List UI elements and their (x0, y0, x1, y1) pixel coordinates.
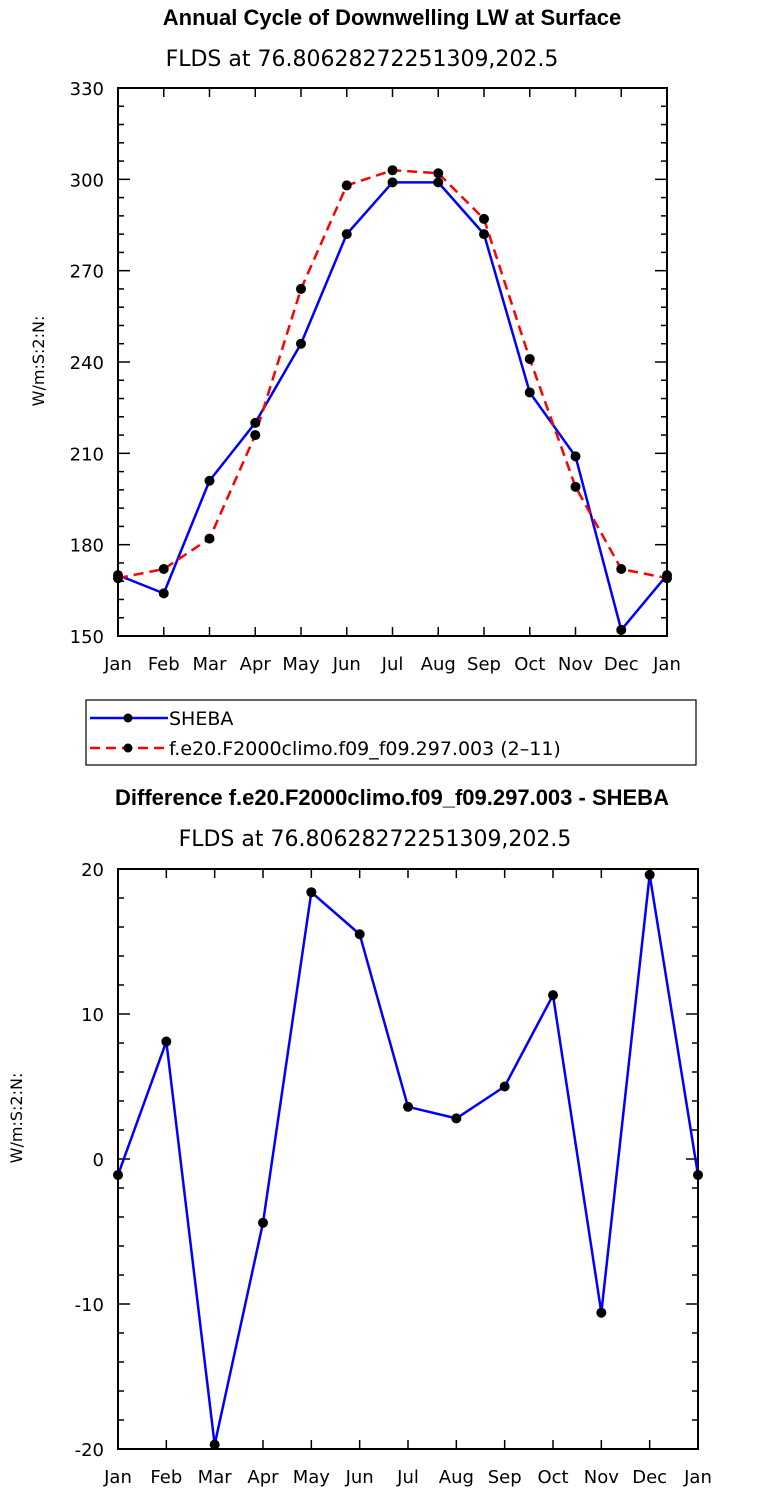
legend-marker-sheba (123, 713, 133, 723)
y-tick-label: 0 (93, 1150, 104, 1171)
y-tick-label: 210 (70, 444, 104, 465)
series-0-point (693, 1169, 703, 1180)
series-1-point (341, 180, 352, 191)
panel-annual-cycle: Annual Cycle of Downwelling LW at Surfac… (29, 5, 697, 766)
x-tick-label: Jun (332, 654, 361, 675)
series-0-point (403, 1101, 413, 1112)
series-0-point (258, 1217, 268, 1228)
x-tick-label: Jan (103, 1467, 132, 1488)
series-1-point (570, 481, 581, 492)
x-tick-label: Jul (381, 654, 404, 675)
series-0-point (644, 869, 655, 880)
series-0-point (354, 929, 365, 940)
x-tick-label: Jan (683, 1467, 712, 1488)
x-tick-label: Nov (558, 654, 593, 675)
series-1-point (113, 573, 123, 584)
legend-box (85, 699, 697, 766)
x-tick-label: Nov (584, 1467, 619, 1488)
chart1-series (113, 165, 672, 635)
chart1-axes: Jan Feb Mar Apr May Jun Jul Aug Sep Oct Nov Dec Jan 1… (70, 79, 681, 675)
series-1-point (662, 573, 672, 584)
series-1-point (616, 564, 627, 575)
series-0-point (113, 1169, 123, 1180)
series-0-point (341, 229, 352, 240)
x-tick-label: Dec (632, 1467, 667, 1488)
series-1-point (158, 564, 169, 575)
series-0-point (209, 1439, 220, 1450)
y-tick-label: -10 (75, 1295, 104, 1316)
chart2-axes: Jan Feb Mar Apr May Jun Jul Aug Sep Oct Nov Dec Jan -… (75, 860, 712, 1488)
x-tick-label: Jan (103, 654, 132, 675)
series-0-point (433, 177, 444, 188)
y-tick-label: 150 (70, 627, 104, 648)
chart2-title: Difference f.e20.F2000climo.f09_f09.297.… (115, 785, 669, 810)
y-tick-label: 180 (70, 536, 104, 557)
legend-label-sheba: SHEBA (169, 708, 233, 730)
series-1-point (433, 168, 444, 179)
legend-marker-model (123, 743, 133, 753)
series-0-point (570, 451, 581, 462)
x-tick-label: Aug (421, 654, 456, 675)
series-1-point (204, 533, 215, 544)
y-tick-label: 240 (70, 353, 104, 374)
y-tick-label: 20 (81, 860, 104, 881)
series-0-point (250, 417, 261, 428)
series-line-0 (117, 181, 668, 632)
series-0-point (158, 588, 169, 599)
series-0-point (296, 338, 306, 349)
series-0-point (204, 475, 215, 486)
x-tick-label: Jul (396, 1467, 419, 1488)
legend-item-model: f.e20.F2000climo.f09_f09.297.003 (2–11) (90, 738, 561, 760)
series-0-point (499, 1081, 510, 1092)
y-tick-label: 300 (70, 170, 104, 191)
x-tick-label: Oct (514, 654, 545, 675)
series-1-point (387, 165, 398, 176)
chart2-subtitle: FLDS at 76.80628272251309,202.5 (179, 827, 572, 852)
x-tick-label: Oct (537, 1467, 568, 1488)
y-tick-label: -20 (75, 1440, 104, 1461)
x-tick-label: Mar (198, 1467, 233, 1488)
series-line-0 (116, 873, 700, 1446)
x-tick-label: Sep (467, 654, 501, 675)
panel-difference: Difference f.e20.F2000climo.f09_f09.297.… (7, 785, 712, 1488)
series-0-point (548, 990, 558, 1001)
x-tick-label: Jun (345, 1467, 374, 1488)
chart1-ylabel: W/m:S:2:N: (29, 316, 48, 407)
y-tick-label: 330 (70, 79, 104, 100)
chart1-legend: SHEBA f.e20.F2000climo.f09_f09.297.003 (… (85, 699, 697, 766)
chart2-ylabel: W/m:S:2:N: (7, 1073, 26, 1164)
series-0-point (479, 229, 489, 240)
x-tick-label: Mar (193, 654, 228, 675)
legend-label-model: f.e20.F2000climo.f09_f09.297.003 (2–11) (169, 738, 561, 760)
series-1-point (250, 430, 261, 441)
x-tick-label: Apr (247, 1467, 279, 1488)
x-tick-label: Apr (240, 654, 272, 675)
x-tick-label: Feb (148, 654, 180, 675)
series-1-point (524, 353, 535, 364)
series-0-point (596, 1307, 607, 1318)
x-tick-label: Sep (488, 1467, 522, 1488)
x-tick-label: Feb (150, 1467, 182, 1488)
legend-item-sheba: SHEBA (90, 708, 233, 730)
series-0-point (161, 1036, 172, 1047)
series-0-point (451, 1113, 462, 1124)
x-tick-label: May (282, 654, 320, 675)
x-tick-label: May (293, 1467, 331, 1488)
series-1-point (296, 283, 306, 294)
series-0-point (616, 624, 627, 635)
series-0-point (387, 177, 398, 188)
chart1-title: Annual Cycle of Downwelling LW at Surfac… (163, 5, 621, 30)
series-0-point (306, 887, 317, 898)
series-line-1 (117, 168, 668, 580)
x-tick-label: Jan (652, 654, 681, 675)
y-tick-label: 270 (70, 262, 104, 283)
chart2-series (113, 869, 703, 1450)
x-tick-label: Aug (439, 1467, 474, 1488)
x-tick-label: Dec (604, 654, 639, 675)
series-0-point (524, 387, 535, 398)
y-tick-label: 10 (81, 1005, 104, 1026)
series-1-point (479, 213, 489, 224)
chart1-subtitle: FLDS at 76.80628272251309,202.5 (166, 47, 559, 72)
